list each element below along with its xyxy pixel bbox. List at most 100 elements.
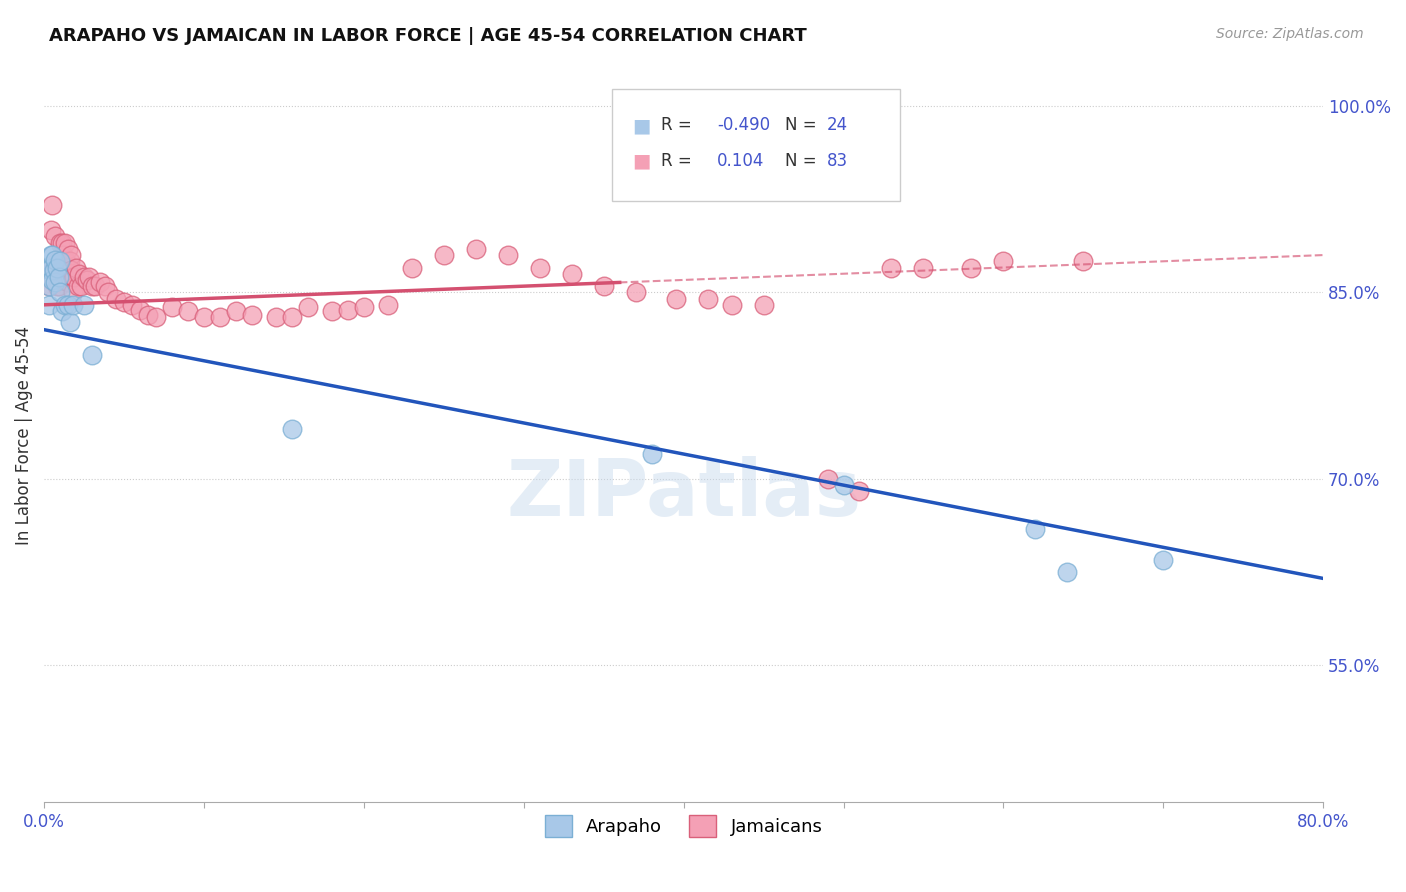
Point [73,298,96,312]
Point [297,301,319,315]
Text: ■: ■ [633,152,651,170]
Point [53,270,76,285]
Point [321,304,343,318]
Point [59,254,82,268]
Point [720,298,742,312]
Point [49,285,72,300]
Point [225,304,247,318]
Point [41,248,63,262]
Point [121,298,143,312]
Point [353,301,375,315]
Point [45,279,67,293]
Point [49,254,72,268]
Point [38,298,60,312]
Point [55,254,77,268]
Point [401,260,423,275]
Point [193,310,215,325]
Point [53,254,76,268]
Point [60,263,83,277]
Point [665,292,688,306]
Point [62,298,84,312]
Point [496,248,519,262]
Point [377,298,399,312]
Point [62,285,84,300]
Point [561,267,583,281]
Point [53,298,76,312]
Point [640,447,662,461]
Text: ZIPatlas: ZIPatlas [506,456,860,533]
Point [53,235,76,250]
Point [105,292,128,306]
Point [45,260,67,275]
Point [41,198,63,212]
Point [56,242,79,256]
Point [48,279,70,293]
Point [37,260,59,275]
Text: R =: R = [661,116,692,134]
Point [48,270,70,285]
Point [880,260,903,275]
Text: ARAPAHO VS JAMAICAN IN LABOR FORCE | AGE 45-54 CORRELATION CHART: ARAPAHO VS JAMAICAN IN LABOR FORCE | AGE… [49,27,807,45]
Point [832,478,855,492]
Point [912,260,935,275]
Text: 24: 24 [827,116,848,134]
Point [51,235,73,250]
Point [817,472,839,486]
Point [41,273,63,287]
Point [67,267,90,281]
Point [38,279,60,293]
Point [39,248,62,262]
Point [44,260,66,275]
Point [433,248,456,262]
Point [624,285,647,300]
Point [97,285,120,300]
Text: ■: ■ [633,116,651,135]
Point [49,235,72,250]
Point [55,273,77,287]
Point [80,347,103,361]
Point [45,254,67,268]
Point [44,229,66,244]
Point [60,248,83,262]
Point [39,223,62,237]
Point [80,279,103,293]
Point [51,260,73,275]
Point [62,270,84,285]
Point [39,260,62,275]
Point [48,260,70,275]
Point [94,279,117,293]
Text: 83: 83 [827,152,848,169]
Point [336,302,359,317]
Point [529,260,551,275]
Point [42,263,65,277]
Point [77,270,100,285]
Point [696,292,718,306]
Text: N =: N = [785,116,815,134]
Text: 0.104: 0.104 [717,152,765,169]
Point [89,276,111,290]
Point [52,260,75,275]
Point [1071,254,1094,268]
Point [59,315,82,329]
Point [42,260,65,275]
Point [177,304,200,318]
Point [76,273,98,287]
Point [51,304,73,318]
Point [281,310,304,325]
Point [65,260,87,275]
Legend: Arapaho, Jamaicans: Arapaho, Jamaicans [537,808,830,845]
Point [1056,565,1078,579]
Point [49,254,72,268]
Point [112,295,135,310]
Point [52,248,75,262]
Point [129,302,152,317]
Point [38,279,60,293]
Point [44,276,66,290]
Point [208,310,231,325]
Point [136,308,159,322]
Point [264,310,287,325]
Point [44,253,66,268]
Point [63,270,86,285]
Point [84,279,107,293]
Point [38,260,60,275]
